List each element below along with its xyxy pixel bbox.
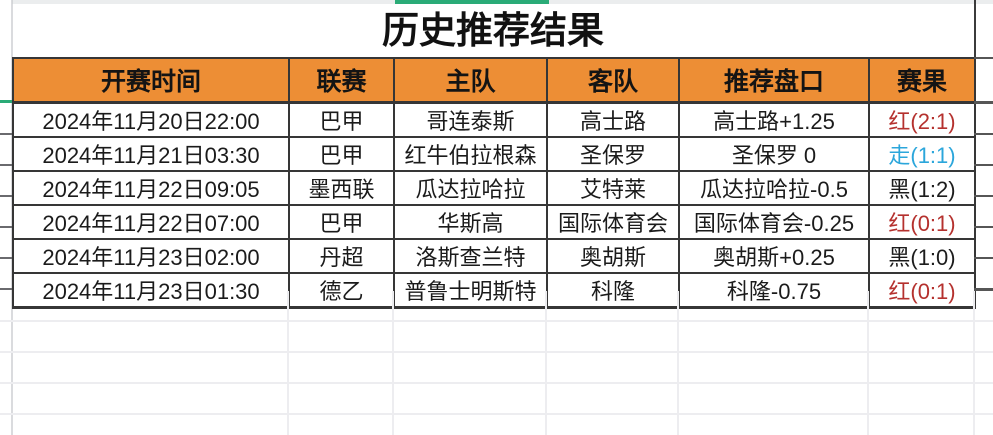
results-table: 开赛时间 联赛 主队 客队 推荐盘口 赛果 2024年11月20日22:00 巴… bbox=[12, 57, 976, 309]
faint-gridline bbox=[867, 291, 869, 435]
cell-league[interactable]: 巴甲 bbox=[288, 136, 395, 172]
faint-gridline bbox=[973, 291, 975, 435]
col-header-time[interactable]: 开赛时间 bbox=[12, 57, 290, 104]
table-row: 2024年11月23日02:00 丹超 洛斯查兰特 奥胡斯 奥胡斯+0.25 黑… bbox=[12, 238, 976, 274]
header-row: 开赛时间 联赛 主队 客队 推荐盘口 赛果 bbox=[12, 57, 976, 104]
faint-gridline bbox=[0, 320, 993, 322]
cell-league[interactable]: 巴甲 bbox=[288, 101, 395, 138]
cell-result[interactable]: 黑(1:0) bbox=[868, 238, 976, 274]
faint-gridline bbox=[545, 291, 547, 435]
cell-time[interactable]: 2024年11月22日07:00 bbox=[12, 204, 290, 240]
gridline-ext bbox=[0, 164, 12, 166]
selection-top-border bbox=[395, 0, 549, 4]
col-header-result[interactable]: 赛果 bbox=[868, 57, 976, 104]
faint-gridline bbox=[0, 382, 993, 384]
gridline-ext bbox=[974, 164, 993, 166]
table-row: 2024年11月21日03:30 巴甲 红牛伯拉根森 圣保罗 圣保罗 0 走(1… bbox=[12, 136, 976, 172]
gridline-ext bbox=[974, 133, 993, 135]
page-title: 历史推荐结果 bbox=[382, 10, 604, 51]
cell-league[interactable]: 丹超 bbox=[288, 238, 395, 274]
cell-result[interactable]: 红(2:1) bbox=[868, 101, 976, 138]
faint-gridline bbox=[287, 291, 289, 435]
cell-home[interactable]: 普鲁士明斯特 bbox=[393, 272, 548, 309]
cell-away[interactable]: 奥胡斯 bbox=[546, 238, 680, 274]
cell-result[interactable]: 红(0:1) bbox=[868, 272, 976, 309]
gridline-ext bbox=[974, 101, 993, 104]
cell-time[interactable]: 2024年11月21日03:30 bbox=[12, 136, 290, 172]
selection-left-border bbox=[0, 100, 12, 103]
cell-time[interactable]: 2024年11月20日22:00 bbox=[12, 101, 290, 138]
cell-result[interactable]: 红(0:1) bbox=[868, 204, 976, 240]
table-row: 2024年11月22日09:05 墨西联 瓜达拉哈拉 艾特莱 瓜达拉哈拉-0.5… bbox=[12, 170, 976, 206]
gridline-ext bbox=[0, 195, 12, 197]
cell-handicap[interactable]: 高士路+1.25 bbox=[678, 101, 870, 138]
gridline-ext bbox=[974, 226, 993, 228]
col-header-away[interactable]: 客队 bbox=[546, 57, 680, 104]
table-row: 2024年11月23日01:30 德乙 普鲁士明斯特 科隆 科隆-0.75 红(… bbox=[12, 272, 976, 309]
cell-time[interactable]: 2024年11月22日09:05 bbox=[12, 170, 290, 206]
gridline-ext bbox=[0, 226, 12, 228]
col-header-home[interactable]: 主队 bbox=[393, 57, 548, 104]
cell-league[interactable]: 巴甲 bbox=[288, 204, 395, 240]
cell-home[interactable]: 瓜达拉哈拉 bbox=[393, 170, 548, 206]
col-header-handicap[interactable]: 推荐盘口 bbox=[678, 57, 870, 104]
cell-handicap[interactable]: 科隆-0.75 bbox=[678, 272, 870, 309]
faint-gridline bbox=[677, 291, 679, 435]
cell-league[interactable]: 墨西联 bbox=[288, 170, 395, 206]
cell-result[interactable]: 黑(1:2) bbox=[868, 170, 976, 206]
faint-gridline bbox=[0, 413, 993, 415]
table-body: 2024年11月20日22:00 巴甲 哥连泰斯 高士路 高士路+1.25 红(… bbox=[12, 101, 976, 309]
cell-time[interactable]: 2024年11月23日02:00 bbox=[12, 238, 290, 274]
cell-result[interactable]: 走(1:1) bbox=[868, 136, 976, 172]
cell-away[interactable]: 圣保罗 bbox=[546, 136, 680, 172]
gridline-ext bbox=[974, 257, 993, 259]
gridline-ext bbox=[974, 195, 993, 197]
cell-home[interactable]: 华斯高 bbox=[393, 204, 548, 240]
cell-away[interactable]: 高士路 bbox=[546, 101, 680, 138]
cell-home[interactable]: 哥连泰斯 bbox=[393, 101, 548, 138]
table-row: 2024年11月20日22:00 巴甲 哥连泰斯 高士路 高士路+1.25 红(… bbox=[12, 101, 976, 138]
table-row: 2024年11月22日07:00 巴甲 华斯高 国际体育会 国际体育会-0.25… bbox=[12, 204, 976, 240]
col-header-league[interactable]: 联赛 bbox=[288, 57, 395, 104]
gridline-ext bbox=[0, 288, 12, 290]
cell-away[interactable]: 科隆 bbox=[546, 272, 680, 309]
top-row-strip bbox=[12, 0, 993, 4]
gridline-ext bbox=[974, 288, 993, 291]
cell-handicap[interactable]: 奥胡斯+0.25 bbox=[678, 238, 870, 274]
cell-handicap[interactable]: 国际体育会-0.25 bbox=[678, 204, 870, 240]
cell-home[interactable]: 红牛伯拉根森 bbox=[393, 136, 548, 172]
cell-handicap[interactable]: 瓜达拉哈拉-0.5 bbox=[678, 170, 870, 206]
cell-home[interactable]: 洛斯查兰特 bbox=[393, 238, 548, 274]
gridline-ext bbox=[0, 257, 12, 259]
faint-gridline bbox=[0, 351, 993, 353]
cell-league[interactable]: 德乙 bbox=[288, 272, 395, 309]
faint-gridline bbox=[392, 291, 394, 435]
cell-time[interactable]: 2024年11月23日01:30 bbox=[12, 272, 290, 309]
cell-away[interactable]: 国际体育会 bbox=[546, 204, 680, 240]
gridline-ext bbox=[974, 57, 993, 59]
cell-handicap[interactable]: 圣保罗 0 bbox=[678, 136, 870, 172]
gridline-ext bbox=[0, 133, 12, 135]
title-right-gridline bbox=[974, 0, 976, 57]
cell-away[interactable]: 艾特莱 bbox=[546, 170, 680, 206]
